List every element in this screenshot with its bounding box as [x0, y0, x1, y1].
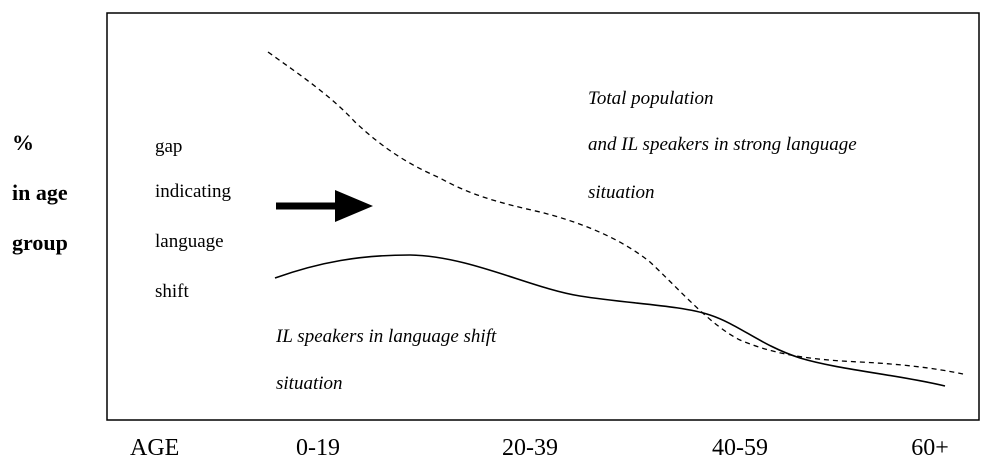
x-label: 60+	[911, 435, 949, 461]
upper-curve-note: Total population	[588, 88, 713, 109]
y-axis-label: group	[12, 230, 68, 255]
x-label: AGE	[130, 435, 179, 461]
gap-note: language	[155, 231, 224, 252]
x-label: 0-19	[296, 435, 340, 461]
y-axis-label: in age	[12, 180, 68, 205]
upper-curve-note: situation	[588, 182, 655, 203]
lower-curve-note: situation	[276, 373, 343, 394]
x-label: 20-39	[502, 435, 558, 461]
upper-curve-note: and IL speakers in strong language	[588, 134, 857, 155]
gap-note: gap	[155, 136, 182, 157]
gap-note: indicating	[155, 181, 231, 202]
y-axis-label: %	[12, 130, 34, 155]
frame	[106, 12, 980, 421]
gap-note: shift	[155, 281, 190, 302]
x-label: 40-59	[712, 435, 768, 461]
lower-curve	[274, 254, 946, 387]
upper-curve	[267, 51, 964, 375]
arrow-head	[335, 190, 373, 222]
lower-curve-note: IL speakers in language shift	[275, 326, 497, 347]
